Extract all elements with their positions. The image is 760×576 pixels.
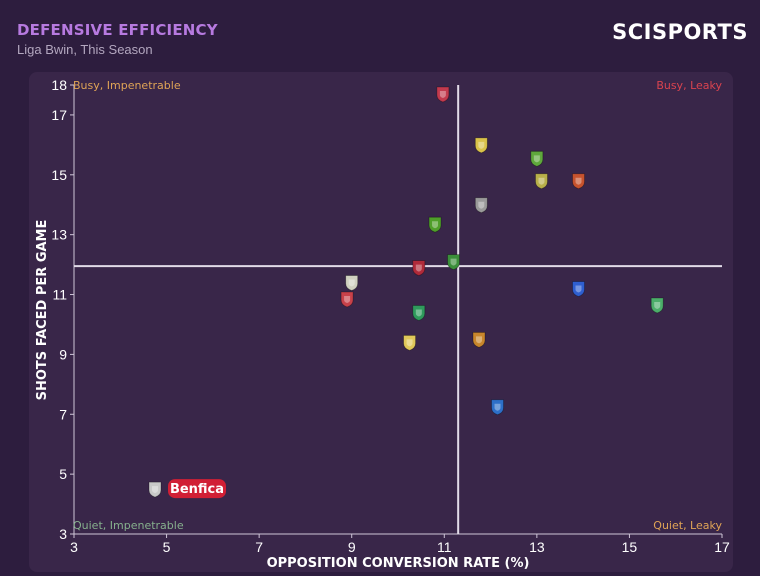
chart-title: DEFENSIVE EFFICIENCY (17, 21, 218, 39)
team-badge-point[interactable] (530, 150, 544, 167)
team-crest-icon (491, 399, 504, 416)
y-tick-label: 5 (59, 466, 67, 482)
crest-detail (348, 279, 355, 287)
team-badge-point[interactable]: Benfica (148, 479, 226, 499)
quadrant-label-bottom-left: Quiet, Impenetrable (73, 519, 184, 532)
team-badge-point[interactable] (412, 260, 426, 277)
team-badge-point[interactable] (428, 216, 442, 233)
crest-detail (575, 285, 582, 293)
team-crest-icon (148, 481, 162, 498)
scisports-logo: SCISPORTS (612, 20, 748, 44)
team-crest-icon (412, 260, 426, 277)
x-tick-label: 13 (529, 539, 545, 555)
crest-detail (478, 201, 485, 209)
y-tick-label: 7 (59, 406, 67, 422)
team-crest-icon (436, 86, 450, 103)
crest-detail (415, 264, 422, 272)
x-tick-label: 15 (622, 539, 638, 555)
team-crest-icon (340, 291, 354, 308)
team-badge-point[interactable] (572, 281, 585, 297)
chart-subtitle: Liga Bwin, This Season (17, 42, 153, 57)
team-badge-point[interactable] (474, 137, 488, 154)
highlight-label-text: Benfica (170, 482, 224, 497)
team-badge-point[interactable] (474, 197, 488, 214)
team-badge-point[interactable] (412, 305, 426, 321)
team-badge-point[interactable] (340, 291, 354, 308)
crest-detail (575, 177, 582, 185)
quadrant-label-top-right: Busy, Leaky (656, 79, 722, 92)
team-crest-icon (474, 137, 488, 154)
x-tick-label: 17 (714, 539, 730, 555)
y-axis-title: SHOTS FACED PER GAME (35, 220, 50, 401)
team-crest-icon (345, 275, 359, 291)
y-tick-label: 15 (51, 167, 67, 183)
x-tick-label: 5 (163, 539, 171, 555)
chart-panel (29, 72, 733, 572)
team-badge-point[interactable] (345, 275, 359, 291)
x-axis-title: OPPOSITION CONVERSION RATE (%) (267, 556, 530, 571)
crest-detail (406, 339, 413, 347)
y-tick-label: 11 (52, 287, 67, 303)
reference-lines (74, 85, 722, 534)
x-tick-label: 3 (70, 539, 78, 555)
crest-detail (476, 336, 482, 344)
crest-detail (439, 90, 446, 98)
quadrant-labels: Busy, Impenetrable Busy, Leaky Quiet, Im… (73, 79, 722, 532)
crest-detail (538, 177, 545, 185)
team-crest-icon (572, 173, 585, 190)
y-tick-label: 9 (59, 346, 67, 362)
y-tick-label: 13 (51, 227, 67, 243)
x-tick-label: 11 (437, 539, 452, 555)
team-badge-point[interactable] (472, 332, 486, 348)
team-crest-icon (650, 297, 664, 314)
y-tick-label: 17 (51, 107, 67, 123)
highlight-label: Benfica (168, 479, 226, 499)
crest-detail (450, 258, 457, 266)
crest-detail (654, 302, 661, 310)
team-badge-point[interactable] (491, 399, 504, 416)
team-crest-icon (412, 305, 426, 321)
quadrant-label-top-left: Busy, Impenetrable (73, 79, 181, 92)
team-crest-icon (447, 254, 460, 271)
team-crest-icon (530, 150, 544, 167)
team-crest-icon (472, 332, 486, 348)
team-badge-point[interactable] (572, 173, 585, 190)
team-badge-point[interactable] (447, 254, 460, 271)
y-tick-label: 18 (51, 77, 67, 93)
crest-detail (533, 155, 540, 163)
team-badge-point[interactable] (436, 86, 450, 103)
team-crest-icon (403, 335, 416, 351)
crest-detail (432, 221, 439, 229)
team-crest-icon (572, 281, 585, 297)
team-crest-icon (428, 216, 442, 233)
x-tick-label: 9 (348, 539, 356, 555)
crest-detail (152, 486, 158, 494)
x-tick-label: 7 (255, 539, 263, 555)
crest-detail (344, 296, 351, 304)
y-tick-label: 3 (59, 526, 67, 542)
quadrant-label-bottom-right: Quiet, Leaky (653, 519, 722, 532)
team-badge-point[interactable] (535, 173, 548, 190)
team-badge-point[interactable] (403, 335, 416, 351)
axes: 3 5 7 9 11 13 15 17 3 5 7 9 11 13 15 17 18 (51, 77, 730, 555)
team-crest-icon (535, 173, 548, 190)
crest-detail (494, 403, 501, 411)
team-badge-point[interactable] (650, 297, 664, 314)
team-crest-icon (474, 197, 488, 214)
crest-detail (478, 141, 485, 149)
data-points: Benfica (148, 86, 664, 499)
highlight-label-bg (168, 479, 226, 499)
crest-detail (415, 309, 422, 317)
